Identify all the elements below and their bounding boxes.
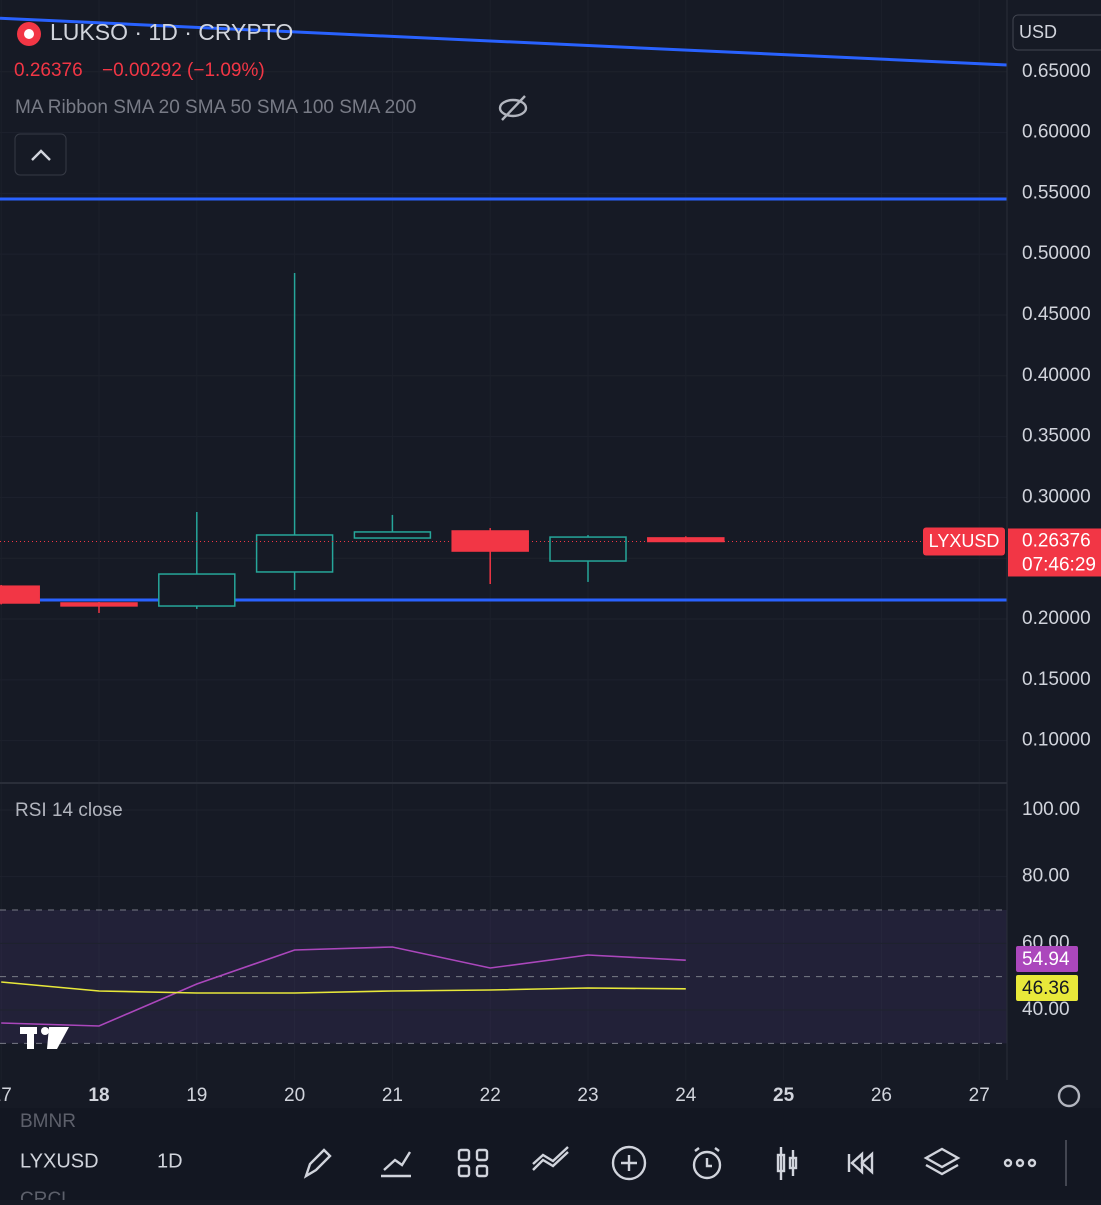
x-tick-label: 19 bbox=[186, 1085, 207, 1106]
value-label: 46.36 bbox=[1022, 978, 1070, 999]
hide-icon[interactable] bbox=[498, 95, 528, 121]
watchlist-below[interactable]: CRCL bbox=[20, 1189, 72, 1205]
symbol-tag bbox=[923, 527, 1005, 556]
price-tag bbox=[1008, 528, 1101, 577]
x-tick-label: 24 bbox=[675, 1085, 697, 1106]
currency: USD bbox=[1019, 22, 1057, 42]
y-tick-label: 40.00 bbox=[1022, 999, 1070, 1020]
y-tick-label: 0.50000 bbox=[1022, 243, 1091, 264]
tool-replay[interactable] bbox=[847, 1151, 874, 1175]
collapse-icon bbox=[31, 149, 51, 161]
candle-body bbox=[549, 536, 627, 562]
x-tick-label: 21 bbox=[382, 1085, 403, 1106]
y-tick-label: 0.30000 bbox=[1022, 486, 1091, 507]
x-tick-label: 26 bbox=[871, 1085, 892, 1106]
x-tick-label: 23 bbox=[577, 1085, 598, 1106]
rsi-line bbox=[1, 981, 686, 994]
tool-alert[interactable] bbox=[692, 1147, 722, 1180]
tool-layout[interactable] bbox=[457, 1148, 489, 1178]
rsi-band bbox=[0, 910, 1007, 1044]
watchlist-above[interactable]: BMNR bbox=[20, 1111, 76, 1132]
candle-body bbox=[353, 531, 432, 539]
trend-line bbox=[0, 16, 1008, 67]
rsi-line bbox=[1, 946, 686, 1027]
value-label-box bbox=[1016, 946, 1078, 972]
indicator-legend: MA Ribbon SMA 20 SMA 50 SMA 100 SMA 200 bbox=[15, 97, 416, 118]
tool-layers[interactable] bbox=[923, 1147, 961, 1176]
candle-body bbox=[60, 602, 138, 607]
last-price: 0.26376 bbox=[14, 60, 83, 81]
x-tick-label: 22 bbox=[480, 1085, 501, 1106]
rsi-title: RSI 14 close bbox=[15, 800, 123, 821]
collapse-button[interactable] bbox=[14, 133, 67, 176]
chart-title: LUKSO · 1D · CRYPTO bbox=[50, 19, 293, 45]
y-tick-label: 80.00 bbox=[1022, 866, 1070, 887]
candle-body bbox=[647, 537, 725, 543]
settings-icon[interactable] bbox=[1057, 1084, 1081, 1108]
value-label: 54.94 bbox=[1022, 949, 1070, 970]
countdown: 07:46:29 bbox=[1022, 555, 1096, 576]
tool-more[interactable] bbox=[1003, 1158, 1037, 1168]
y-tick-label: 0.45000 bbox=[1022, 304, 1091, 325]
value-label-box bbox=[1016, 975, 1078, 1001]
y-tick-label: 0.55000 bbox=[1022, 182, 1091, 203]
x-tick-label: 17 bbox=[0, 1085, 12, 1106]
interval-tab[interactable]: 1D bbox=[157, 1150, 183, 1172]
price-change: −0.00292 (−1.09%) bbox=[102, 60, 265, 81]
y-tick-label: 0.60000 bbox=[1022, 122, 1091, 143]
symbol-tag-label: LYXUSD bbox=[929, 531, 1000, 551]
y-tick-label: 0.40000 bbox=[1022, 365, 1091, 386]
candle-body bbox=[158, 573, 236, 607]
symbol-tab[interactable]: LYXUSD bbox=[20, 1150, 99, 1172]
x-tick-label: 20 bbox=[284, 1085, 305, 1106]
symbol-logo-dot bbox=[24, 29, 34, 39]
tool-chart-type[interactable] bbox=[776, 1147, 798, 1180]
candle-body bbox=[0, 585, 40, 604]
y-tick-label: 0.15000 bbox=[1022, 669, 1091, 690]
tool-add[interactable] bbox=[611, 1145, 647, 1181]
y-tick-label: 100.00 bbox=[1022, 799, 1080, 820]
x-tick-label: 27 bbox=[969, 1085, 990, 1106]
tool-compare[interactable] bbox=[532, 1146, 569, 1171]
x-tick-label: 18 bbox=[88, 1085, 109, 1106]
y-tick-label: 0.20000 bbox=[1022, 608, 1091, 629]
currency-button[interactable] bbox=[1012, 14, 1101, 51]
toolbar bbox=[0, 1108, 1101, 1200]
y-tick-label: 0.10000 bbox=[1022, 730, 1091, 751]
tv-logo bbox=[20, 1027, 69, 1049]
tool-draw[interactable] bbox=[303, 1148, 332, 1179]
x-tick-label: 25 bbox=[773, 1085, 795, 1106]
y-tick-label: 0.35000 bbox=[1022, 426, 1091, 447]
y-tick-label: 0.65000 bbox=[1022, 61, 1091, 82]
candle-body bbox=[255, 534, 334, 573]
price-tag-value: 0.26376 bbox=[1022, 531, 1091, 552]
tool-indicators[interactable] bbox=[381, 1151, 412, 1178]
